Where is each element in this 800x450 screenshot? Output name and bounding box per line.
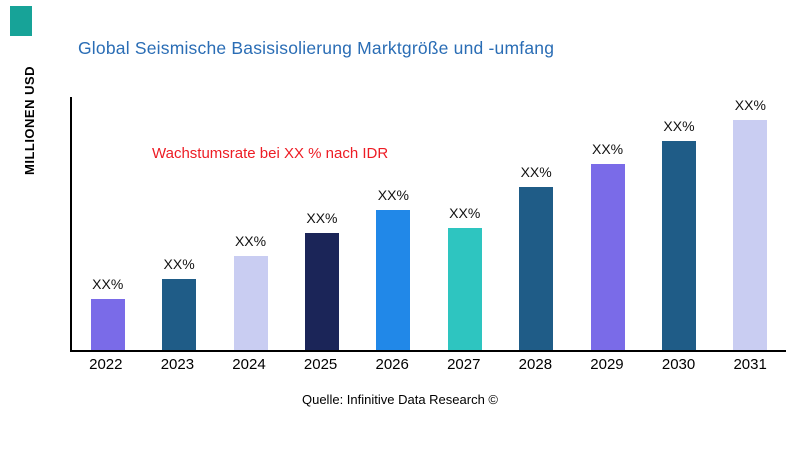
corner-accent-square [10, 6, 32, 36]
bar-value-label: XX% [306, 210, 338, 226]
bar [661, 141, 696, 350]
bar [733, 120, 768, 350]
bar-group: XX% [429, 97, 500, 350]
bar [162, 279, 197, 350]
bar-value-label: XX% [591, 141, 624, 157]
chart-title: Global Seismische Basisisolierung Marktg… [78, 38, 555, 58]
bar-group: XX% [500, 97, 571, 350]
x-tick-label: 2027 [447, 356, 481, 373]
source-caption: Quelle: Infinitive Data Research © [301, 392, 498, 407]
x-tick-label: 2026 [375, 356, 409, 373]
x-tick-label: 2028 [518, 356, 553, 373]
bar [304, 233, 339, 350]
bar-value-label: XX% [663, 118, 695, 134]
growth-rate-annotation: Wachstumsrate bei XX % nach IDR [152, 145, 389, 162]
bar-value-label: XX% [234, 233, 267, 249]
bar-value-label: XX% [520, 164, 552, 180]
bar-value-label: XX% [92, 276, 124, 292]
bar-value-label: XX% [163, 256, 195, 272]
bar-group: XX% [143, 97, 214, 350]
bar-group: XX% [72, 97, 143, 350]
bar [590, 164, 625, 350]
bar [447, 228, 482, 350]
bar-group: XX% [643, 97, 714, 350]
bar [233, 256, 268, 350]
bar-group: XX% [715, 97, 786, 350]
bar-group: XX% [358, 97, 429, 350]
bar-group: XX% [286, 97, 357, 350]
x-tick-label: 2022 [89, 356, 123, 373]
x-tick-label: 2025 [303, 356, 338, 373]
x-tick-label: 2023 [160, 356, 195, 373]
bar-group: XX% [215, 97, 286, 350]
bar [519, 187, 554, 350]
y-axis-label: MILLIONEN USD [22, 65, 37, 175]
bars-row: XX% XX% XX% XX% XX% XX% XX% XX% XX% XX% [72, 97, 786, 350]
x-tick-label: 2024 [232, 356, 266, 373]
x-tick-label: 2030 [661, 356, 696, 373]
bar-value-label: XX% [377, 187, 409, 203]
bar-value-label: XX% [734, 97, 766, 113]
bar [376, 210, 411, 350]
x-axis-ticks: 2022 2023 2024 2025 2026 2027 2028 2029 2030 2031 [70, 356, 786, 373]
x-tick-label: 2031 [733, 356, 767, 373]
bar-group: XX% [572, 97, 643, 350]
bar-value-label: XX% [449, 205, 481, 221]
plot-area: Wachstumsrate bei XX % nach IDR XX% XX% XX… [70, 97, 786, 352]
bar [90, 299, 125, 350]
x-tick-label: 2029 [590, 356, 624, 373]
